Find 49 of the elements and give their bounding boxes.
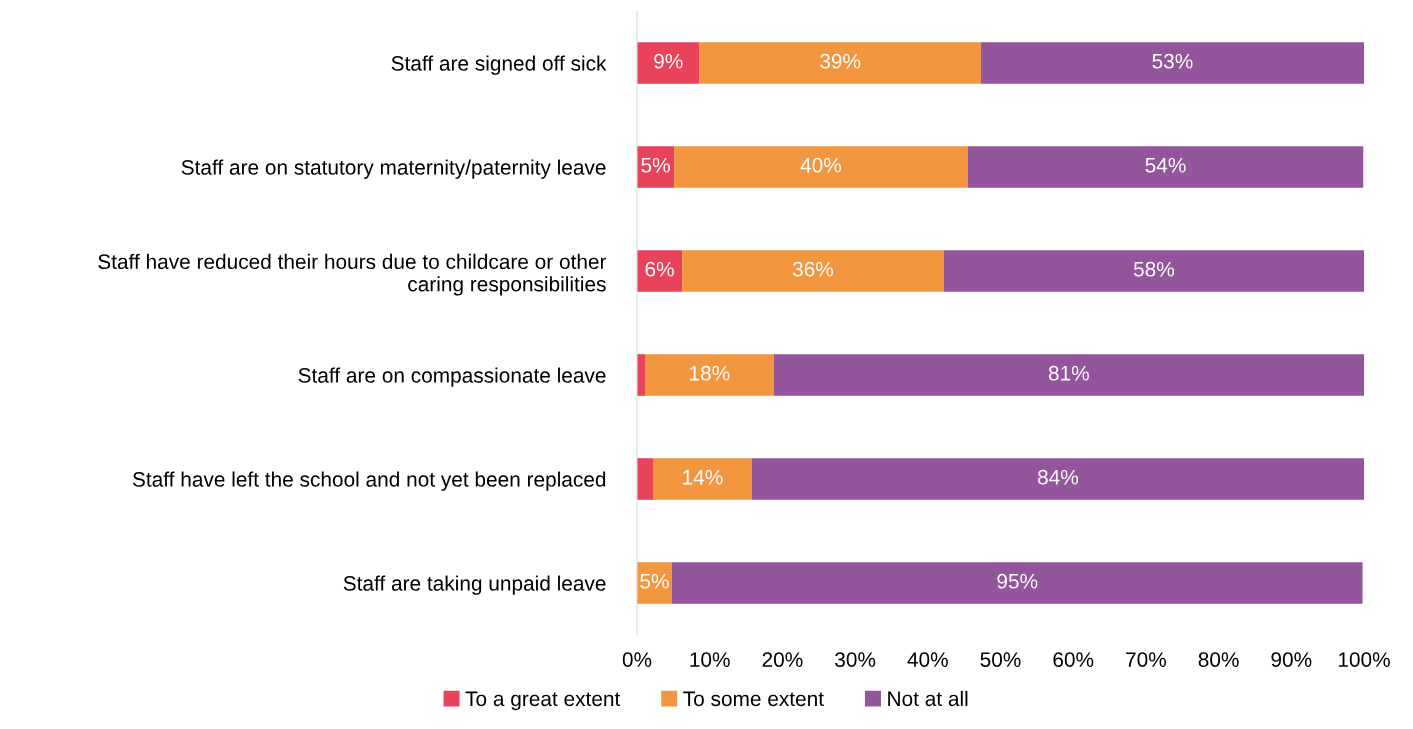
data-label: 54% [1145, 157, 1186, 173]
data-label: 81% [1048, 365, 1089, 381]
data-label: 5% [641, 157, 670, 173]
x-tick-label: 60% [1053, 652, 1094, 667]
x-tick-label: 50% [980, 652, 1021, 667]
data-label: 18% [690, 365, 730, 381]
data-label: 36% [792, 261, 834, 277]
x-tick-label: 90% [1271, 652, 1312, 667]
x-tick-label: 20% [762, 652, 803, 667]
legend-label: To a great extent [465, 691, 621, 711]
y-tick-label: Staff are on statutory maternity/paternity leave [181, 159, 606, 179]
y-tick-label: Staff are taking unpaid leave [343, 575, 606, 595]
x-tick-label: 10% [690, 652, 730, 667]
bar [645, 354, 774, 396]
data-label: 39% [820, 53, 861, 69]
bar [674, 146, 968, 188]
bar [773, 354, 1364, 396]
y-tick-label: Staff are signed off sick [391, 55, 607, 75]
bar [980, 42, 1364, 84]
data-label: 58% [1133, 261, 1175, 277]
legend-label: Not at all [888, 690, 968, 707]
bar [682, 250, 944, 292]
bar [637, 42, 700, 84]
bar [671, 562, 1363, 604]
data-label: 6% [645, 261, 674, 277]
x-tick-label: 0% [622, 652, 652, 667]
y-tick-label: Staff are on compassionate leave [298, 367, 606, 387]
x-tick-label: 100% [1338, 652, 1390, 667]
data-label: 40% [800, 157, 842, 173]
x-tick-label: 80% [1198, 652, 1239, 667]
data-label: 84% [1037, 469, 1079, 485]
x-tick-label: 30% [835, 652, 876, 667]
data-label: 53% [1152, 53, 1193, 69]
data-label: 5% [640, 573, 669, 589]
x-tick-label: 70% [1126, 652, 1167, 667]
data-label: 14% [683, 469, 723, 485]
bar [943, 250, 1364, 292]
y-tick-label: Staff have left the school and not yet been replaced [132, 471, 606, 491]
bar [637, 250, 683, 292]
data-label: 95% [997, 573, 1038, 589]
bar [967, 146, 1364, 188]
y-tick-label: Staff have reduced their hours due to childcare or other caring responsibilities [98, 253, 607, 296]
x-tick-label: 40% [907, 652, 948, 667]
bar [699, 42, 981, 84]
bar [637, 458, 653, 500]
data-label: 9% [654, 53, 683, 69]
bar [652, 458, 752, 500]
bar [751, 458, 1364, 500]
legend-label: To some extent [683, 691, 824, 707]
